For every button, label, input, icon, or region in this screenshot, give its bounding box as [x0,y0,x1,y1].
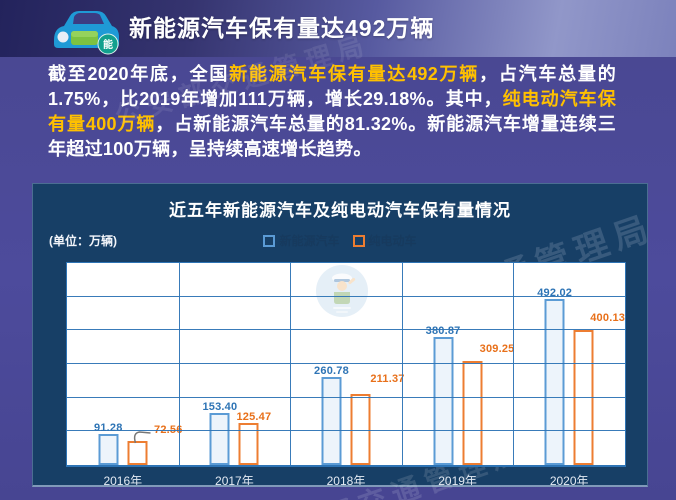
x-axis-label: 2017年 [215,474,254,487]
gridline-h [67,396,625,398]
label-leader-line [133,430,151,443]
value-label: 380.87 [425,324,461,337]
legend-item-1: 纯电动车 [352,232,417,249]
x-axis-label: 2016年 [103,474,143,487]
summary-text: 截至2020年底，全国 [48,64,230,84]
bar-group: 260.78 211.37 [290,263,404,465]
gridline-v [513,263,515,465]
bar-pair: 380.87 309.25 [426,263,514,465]
summary-paragraph: 截至2020年底，全国新能源汽车保有量达492万辆，占汽车总量的1.75%，比2… [48,62,616,162]
bar-pair: 153.40 125.47 [202,263,271,465]
x-axis-labels: 2016年 2017年 2018年 2019年 2020年 [67,472,625,487]
gridline-v [290,263,292,465]
value-label: 125.47 [236,410,272,423]
energy-badge-label: 能 [103,38,113,51]
bar-pair: 91.28 72.56 [94,263,182,465]
chart-title: 近五年新能源汽车及纯电动汽车保有量情况 [169,201,511,220]
legend-item-0: 新能源汽车 [263,232,340,249]
energy-badge [97,33,119,55]
value-label: 72.56 [154,424,183,436]
bar-新能源汽车: 91.28 [94,422,122,465]
summary-highlight: 新能源汽车保有量达492万辆 [229,64,480,84]
value-label: 309.25 [479,342,515,355]
gridline-h [67,329,625,331]
bar-group: 91.28 72.56 [67,263,182,465]
summary-highlight: 纯电动汽车保有量400万辆 [48,89,616,134]
gridline-v [178,263,180,465]
bar-纯电动车: 211.37 [350,373,404,465]
bar-纯电动车: 125.47 [236,411,271,465]
car-window [73,13,104,24]
bar-group: 380.87 309.25 [402,263,514,465]
page-title: 新能源汽车保有量达492万辆 [129,15,435,41]
gridline-h [67,295,625,297]
bar-pair: 492.02 400.13 [537,263,625,465]
header-bar: 能 新能源汽车保有量达492万辆 [0,0,676,57]
value-label: 91.28 [94,422,123,435]
ev-car-icon: 能 [54,11,119,55]
legend: 新能源汽车 纯电动车 [33,232,647,249]
legend-swatch-icon [263,234,276,247]
bar-新能源汽车: 380.87 [426,325,460,465]
value-label: 153.40 [202,401,238,414]
value-label: 260.78 [314,365,349,378]
value-label: 492.02 [537,287,573,300]
bar-新能源汽车: 260.78 [314,365,349,465]
x-axis-label: 2020年 [549,474,589,487]
summary-text: ，占汽车总量的1.75%，比2019年增加111万辆，增长29.18%。其中， [48,64,617,109]
value-label: 211.37 [370,372,405,385]
summary-text: ，占新能源汽车总量的81.32%。新能源汽车增量连续三年超过100万辆，呈持续高… [48,114,616,159]
gridline-h [67,430,625,432]
chart-panel: 公安部交通管理局 近五年新能源汽车及纯电动汽车保有量情况 (单位：万辆) 新能源… [32,183,648,487]
bar-新能源汽车: 153.40 [202,401,237,465]
gridline-v [401,263,403,465]
value-label: 400.13 [590,312,626,325]
police-badge-watermark [316,265,368,317]
x-axis-label: 2018年 [326,474,366,487]
car-wheel [57,31,69,43]
bar-group: 492.02 400.13 [513,263,625,465]
legend-item-label: 纯电动车 [368,234,417,248]
bar-纯电动车: 72.56 [127,424,182,465]
unit-label: (单位：万辆) [49,234,117,248]
bar-pair: 260.78 211.37 [314,263,404,465]
legend-swatch-icon [352,234,365,247]
gridline-h [67,363,625,364]
bar-group: 153.40 125.47 [179,263,291,465]
bar-新能源汽车: 492.02 [537,287,572,465]
bar-纯电动车: 309.25 [462,343,514,465]
x-axis-label: 2019年 [438,474,477,487]
legend-item-label: 新能源汽车 [279,234,340,248]
battery-icon-top [71,31,98,37]
